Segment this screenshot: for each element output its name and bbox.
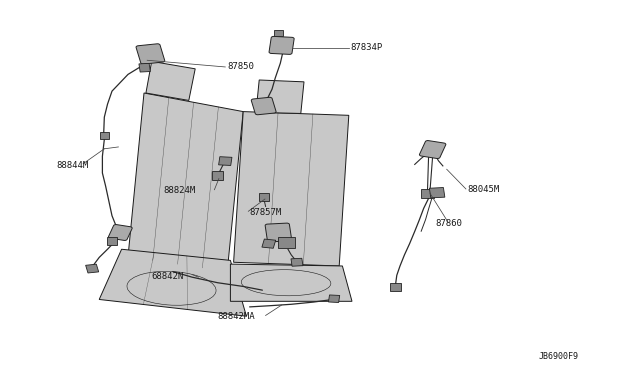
FancyBboxPatch shape [422, 189, 434, 198]
FancyBboxPatch shape [100, 132, 109, 140]
Text: 88842MA: 88842MA [218, 312, 255, 321]
FancyBboxPatch shape [262, 239, 276, 248]
FancyBboxPatch shape [291, 258, 303, 266]
Text: 88844M: 88844M [56, 161, 88, 170]
Text: 87850: 87850 [227, 62, 254, 71]
Text: 88045M: 88045M [467, 185, 499, 194]
FancyBboxPatch shape [278, 237, 295, 248]
FancyBboxPatch shape [259, 193, 269, 201]
FancyBboxPatch shape [419, 141, 446, 158]
FancyBboxPatch shape [274, 30, 283, 36]
Text: JB6900F9: JB6900F9 [539, 352, 579, 361]
Polygon shape [230, 264, 352, 301]
Polygon shape [256, 80, 304, 113]
Text: 88824M: 88824M [164, 186, 196, 195]
FancyBboxPatch shape [269, 36, 294, 54]
FancyBboxPatch shape [139, 63, 150, 72]
FancyBboxPatch shape [212, 171, 223, 180]
Text: 87860: 87860 [435, 219, 462, 228]
FancyBboxPatch shape [86, 264, 99, 273]
FancyBboxPatch shape [136, 44, 164, 64]
FancyBboxPatch shape [252, 97, 276, 115]
Polygon shape [234, 112, 349, 266]
FancyBboxPatch shape [328, 295, 340, 302]
FancyBboxPatch shape [429, 187, 445, 198]
Ellipse shape [127, 271, 216, 305]
FancyBboxPatch shape [107, 237, 117, 245]
Polygon shape [146, 61, 195, 100]
Text: 87834P: 87834P [351, 43, 383, 52]
FancyBboxPatch shape [219, 157, 232, 166]
FancyBboxPatch shape [390, 283, 401, 291]
Text: 87857M: 87857M [250, 208, 282, 217]
Polygon shape [128, 93, 243, 272]
Text: 68842N: 68842N [151, 272, 183, 280]
Ellipse shape [241, 270, 331, 296]
FancyBboxPatch shape [108, 225, 132, 240]
Polygon shape [99, 249, 246, 316]
FancyBboxPatch shape [265, 223, 292, 242]
